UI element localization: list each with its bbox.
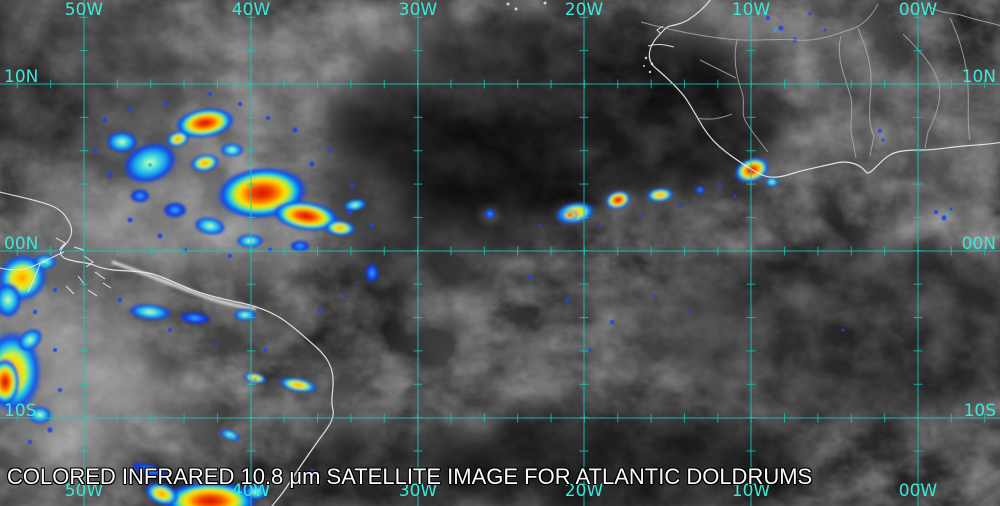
africa-island-dots <box>643 56 654 74</box>
caption-title: COLORED INFRARED 10.8 μm SATELLITE IMAGE… <box>7 464 813 489</box>
blue-speckles <box>28 12 953 487</box>
south-america-coastline <box>0 191 334 506</box>
white-dots <box>506 1 547 11</box>
grid-ticks <box>16 16 986 485</box>
convective-cells <box>0 107 779 506</box>
caption-overlay: COLORED INFRARED 10.8 μm SATELLITE IMAGE… <box>7 421 812 506</box>
cyan-speckles <box>43 28 949 439</box>
